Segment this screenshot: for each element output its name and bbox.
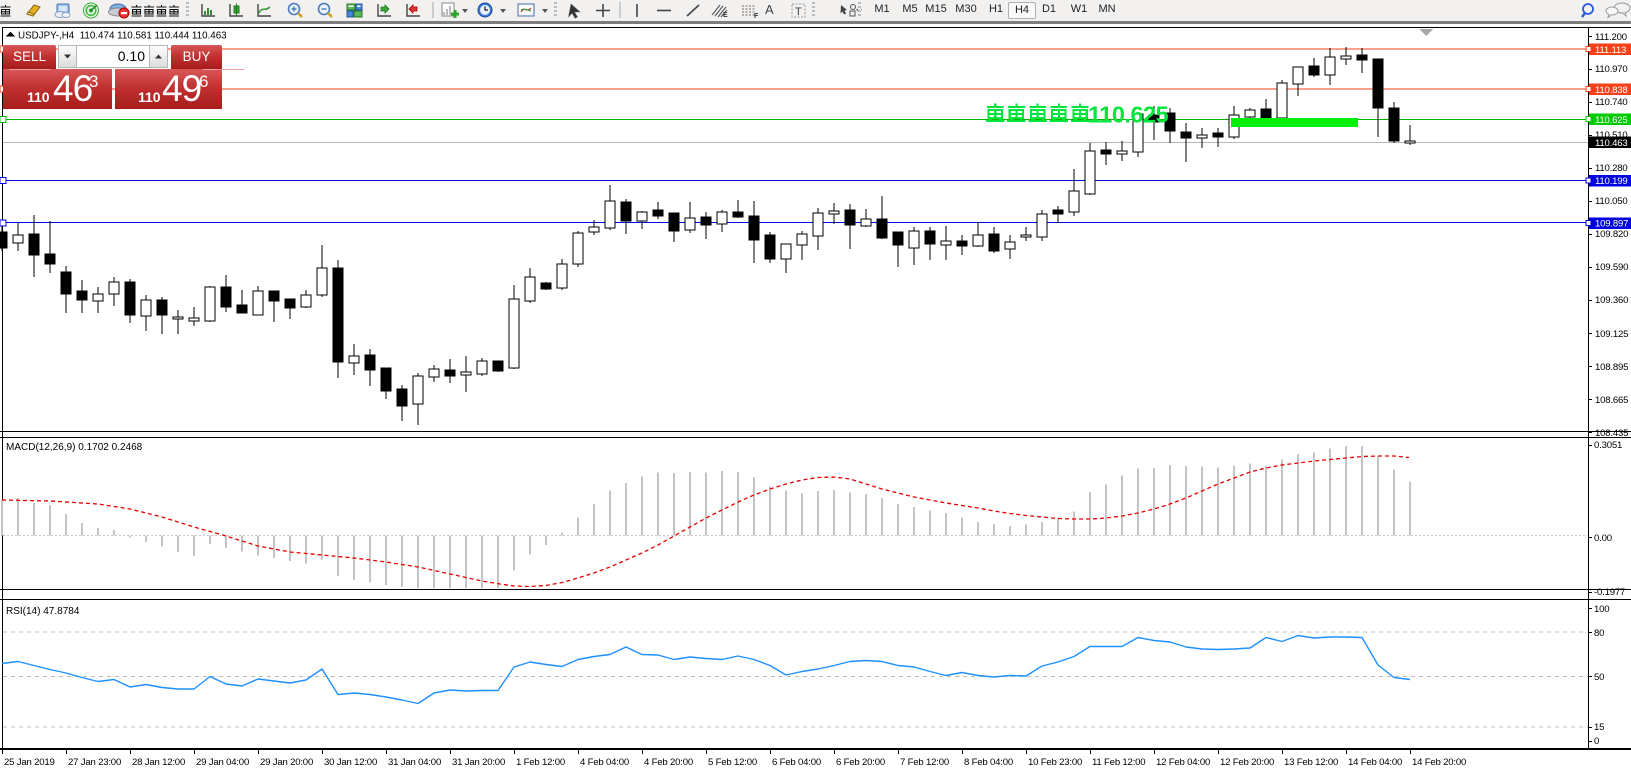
- svg-text:109.897: 109.897: [1595, 219, 1628, 230]
- svg-text:11 Feb 12:00: 11 Feb 12:00: [1092, 757, 1145, 768]
- svg-text:T: T: [795, 6, 802, 18]
- svg-text:110.463: 110.463: [1595, 138, 1628, 149]
- svg-text:0.3051: 0.3051: [1594, 440, 1622, 451]
- svg-text:109.820: 109.820: [1595, 229, 1628, 240]
- svg-text:80: 80: [1594, 628, 1604, 639]
- svg-text:108.895: 108.895: [1595, 362, 1628, 373]
- svg-text:111.200: 111.200: [1595, 32, 1627, 43]
- svg-text:USDJPY-,H4 110.474 110.581 11: USDJPY-,H4 110.474 110.581 110.444 110.4…: [18, 31, 227, 42]
- svg-text:MACD(12,26,9) 0.1702 0.2468: MACD(12,26,9) 0.1702 0.2468: [6, 442, 143, 453]
- svg-text:111.113: 111.113: [1595, 45, 1626, 56]
- svg-text:5 Feb 12:00: 5 Feb 12:00: [708, 757, 757, 768]
- svg-text:12 Feb 20:00: 12 Feb 20:00: [1220, 757, 1274, 768]
- svg-text:1 Feb 12:00: 1 Feb 12:00: [516, 757, 565, 768]
- svg-text:100: 100: [1594, 604, 1609, 615]
- svg-text:12 Feb 04:00: 12 Feb 04:00: [1156, 757, 1210, 768]
- svg-text:10 Feb 23:00: 10 Feb 23:00: [1028, 757, 1082, 768]
- svg-text:0.00: 0.00: [1594, 533, 1612, 544]
- svg-text:110.510: 110.510: [1595, 130, 1628, 141]
- svg-text:30 Jan 12:00: 30 Jan 12:00: [324, 757, 377, 768]
- svg-text:25 Jan 2019: 25 Jan 2019: [4, 757, 55, 768]
- svg-text:109.590: 109.590: [1595, 262, 1628, 273]
- svg-text:-0.1977: -0.1977: [1594, 587, 1625, 598]
- svg-text:7 Feb 12:00: 7 Feb 12:00: [900, 757, 949, 768]
- svg-text:109.125: 109.125: [1595, 329, 1628, 340]
- svg-text:14 Feb 20:00: 14 Feb 20:00: [1412, 757, 1466, 768]
- svg-text:15: 15: [1594, 722, 1604, 733]
- svg-text:29 Jan 04:00: 29 Jan 04:00: [196, 757, 249, 768]
- svg-text:110.740: 110.740: [1595, 97, 1628, 108]
- svg-text:0: 0: [1594, 736, 1599, 747]
- svg-text:110.199: 110.199: [1595, 176, 1628, 187]
- svg-text:6 Feb 04:00: 6 Feb 04:00: [772, 757, 821, 768]
- svg-text:13 Feb 12:00: 13 Feb 12:00: [1284, 757, 1338, 768]
- svg-text:E: E: [723, 12, 728, 19]
- svg-text:110.625: 110.625: [1595, 115, 1628, 126]
- svg-text:F: F: [754, 13, 759, 19]
- svg-text:28 Jan 12:00: 28 Jan 12:00: [132, 757, 185, 768]
- svg-text:4 Feb 04:00: 4 Feb 04:00: [580, 757, 629, 768]
- svg-text:14 Feb 04:00: 14 Feb 04:00: [1348, 757, 1402, 768]
- svg-text:50: 50: [1594, 672, 1604, 683]
- svg-text:6 Feb 20:00: 6 Feb 20:00: [836, 757, 885, 768]
- svg-text:110.970: 110.970: [1595, 64, 1628, 75]
- svg-text:109.360: 109.360: [1595, 295, 1628, 306]
- svg-text:108.435: 108.435: [1595, 428, 1628, 439]
- svg-text:110.280: 110.280: [1595, 163, 1628, 174]
- svg-text:27 Jan 23:00: 27 Jan 23:00: [68, 757, 121, 768]
- svg-text:29 Jan 20:00: 29 Jan 20:00: [260, 757, 313, 768]
- svg-text:110.838: 110.838: [1595, 85, 1628, 96]
- svg-text:110.625: 110.625: [1088, 102, 1169, 128]
- svg-text:RSI(14) 47.8784: RSI(14) 47.8784: [6, 606, 80, 617]
- svg-text:31 Jan 20:00: 31 Jan 20:00: [452, 757, 505, 768]
- svg-text:8 Feb 04:00: 8 Feb 04:00: [964, 757, 1013, 768]
- svg-text:4 Feb 20:00: 4 Feb 20:00: [644, 757, 693, 768]
- svg-text:110.050: 110.050: [1595, 196, 1628, 207]
- svg-text:108.665: 108.665: [1595, 395, 1628, 406]
- svg-text:31 Jan 04:00: 31 Jan 04:00: [388, 757, 441, 768]
